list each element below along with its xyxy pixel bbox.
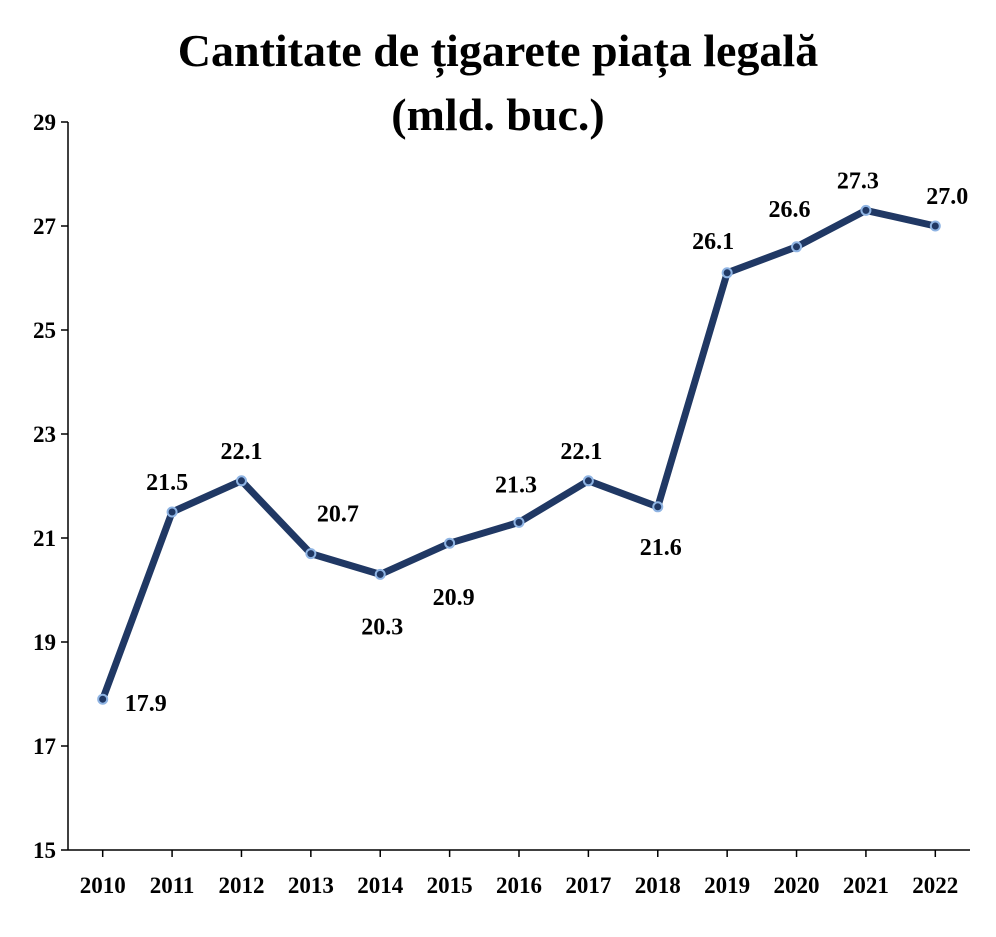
- data-label: 27.0: [926, 184, 968, 210]
- x-tick-label: 2017: [565, 873, 611, 898]
- data-point: [235, 475, 247, 487]
- x-axis-ticks: 2010 2011 2012 2013 2014 2015 2016 2017 2018 2019…: [80, 850, 958, 898]
- y-tick-label: 23: [33, 422, 56, 447]
- y-axis-ticks: 15 17 19 21 23 25 27 29: [33, 110, 68, 863]
- x-tick-label: 2010: [80, 873, 126, 898]
- x-tick-label: 2014: [357, 873, 404, 898]
- data-label: 26.1: [692, 229, 734, 255]
- data-point: [791, 241, 803, 253]
- data-point: [860, 204, 872, 216]
- x-tick-label: 2019: [704, 873, 750, 898]
- data-point: [444, 537, 456, 549]
- data-point: [582, 475, 594, 487]
- x-tick-label: 2011: [150, 873, 195, 898]
- chart-title: Cantitate de țigarete piața legală: [178, 25, 818, 78]
- chart-subtitle: (mld. buc.): [391, 89, 604, 140]
- y-tick-label: 27: [33, 214, 56, 239]
- data-label: 17.9: [125, 691, 167, 717]
- data-label: 21.3: [495, 472, 537, 498]
- x-tick-label: 2020: [774, 873, 820, 898]
- y-tick-label: 29: [33, 110, 56, 135]
- data-label: 26.6: [769, 197, 811, 223]
- y-tick-label: 15: [33, 838, 56, 863]
- x-tick-label: 2018: [635, 873, 681, 898]
- data-point: [652, 501, 664, 513]
- series: [97, 204, 941, 705]
- data-label: 21.6: [640, 535, 682, 561]
- data-point: [721, 267, 733, 279]
- data-label: 20.3: [361, 614, 403, 640]
- y-tick-label: 17: [33, 734, 56, 759]
- data-label: 22.1: [220, 439, 262, 465]
- x-tick-label: 2012: [218, 873, 264, 898]
- x-tick-label: 2013: [288, 873, 334, 898]
- data-label: 22.1: [560, 439, 602, 465]
- data-label: 21.5: [146, 470, 188, 496]
- data-point: [166, 506, 178, 518]
- y-tick-label: 25: [33, 318, 56, 343]
- y-tick-label: 21: [33, 526, 56, 551]
- y-tick-label: 19: [33, 630, 56, 655]
- data-point: [97, 693, 109, 705]
- x-tick-label: 2016: [496, 873, 542, 898]
- data-point: [305, 548, 317, 560]
- data-label: 20.9: [433, 585, 475, 611]
- data-labels: 17.9 21.5 22.1 20.7 20.3 20.9 21.3 22.1 21.6 26.1…: [125, 168, 969, 717]
- x-tick-label: 2022: [912, 873, 958, 898]
- x-tick-label: 2015: [427, 873, 473, 898]
- data-point: [929, 220, 941, 232]
- data-point: [513, 516, 525, 528]
- data-label: 20.7: [317, 502, 359, 528]
- data-point: [374, 568, 386, 580]
- x-tick-label: 2021: [843, 873, 889, 898]
- data-label: 27.3: [837, 168, 879, 194]
